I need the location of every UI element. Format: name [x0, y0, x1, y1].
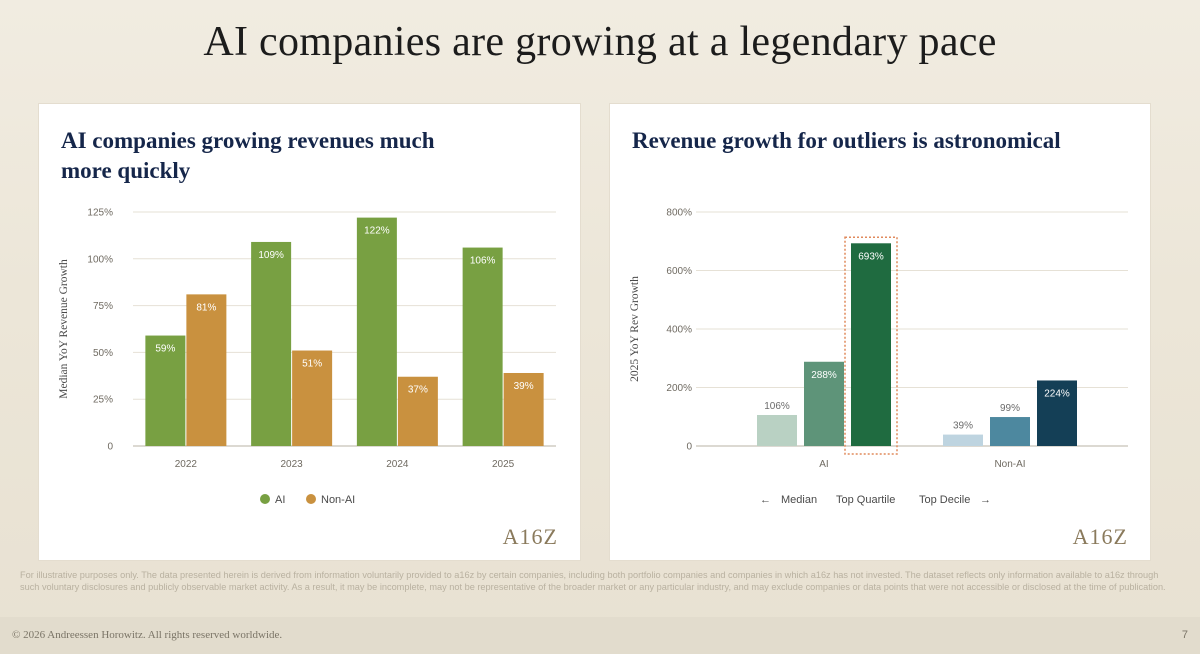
bar-non-ai	[397, 376, 438, 446]
y-tick-label: 0	[686, 442, 692, 453]
y-axis-title: 2025 YoY Rev Growth	[629, 276, 641, 382]
bar-top-decile	[851, 243, 891, 446]
disclaimer-footnote: For illustrative purposes only. The data…	[20, 570, 1166, 592]
bar-median	[757, 414, 797, 446]
legend-right-arrow: →	[980, 494, 991, 506]
legend-left-arrow: ←	[760, 494, 771, 506]
chart-title: AI companies growing revenues much more …	[61, 128, 435, 183]
x-tick-label: 2024	[386, 459, 409, 470]
data-label: 51%	[302, 359, 322, 370]
bar-ai	[462, 247, 503, 446]
y-tick-label: 600%	[666, 266, 692, 277]
y-tick-label: 200%	[666, 383, 692, 394]
legend-label: Top Quartile	[836, 494, 895, 506]
bar-median	[943, 434, 983, 446]
bar-non-ai	[292, 350, 333, 446]
data-label: 106%	[470, 256, 496, 267]
slide-title: AI companies are growing at a legendary …	[203, 19, 997, 65]
x-tick-label: 2023	[281, 459, 304, 470]
legend-marker	[306, 494, 316, 504]
legend-label: AI	[275, 494, 285, 506]
legend-label: Non-AI	[321, 494, 355, 506]
data-label: 288%	[811, 370, 837, 381]
x-tick-label: Non-AI	[994, 459, 1025, 470]
highlight-box	[844, 236, 898, 455]
x-tick-label: AI	[819, 459, 828, 470]
data-label: 99%	[1000, 403, 1020, 414]
copyright-text: © 2026 Andreessen Horowitz. All rights r…	[12, 629, 283, 641]
a16z-logo: A16Z	[502, 524, 558, 549]
data-label: 37%	[408, 385, 428, 396]
bar-non-ai	[186, 294, 227, 446]
y-tick-label: 0	[107, 442, 113, 453]
y-tick-label: 400%	[666, 325, 692, 336]
x-tick-label: 2022	[175, 459, 198, 470]
bar-chart-outlier-growth: 0 200% 400% 600% 800% 2025 YoY Rev Growth 106%…	[629, 208, 1128, 506]
data-label: 122%	[364, 226, 390, 237]
data-label: 224%	[1044, 388, 1070, 399]
y-tick-label: 25%	[93, 395, 113, 406]
chart-title: Revenue growth for outliers is astronomi…	[632, 128, 1061, 153]
footer-bar	[0, 617, 1200, 654]
y-tick-label: 800%	[666, 208, 692, 219]
y-tick-label: 100%	[87, 254, 113, 265]
bar-top-decile	[1037, 380, 1077, 446]
legend-label: Top Decile	[919, 494, 970, 506]
data-label: 693%	[858, 251, 884, 262]
bar-ai	[356, 217, 397, 446]
data-label: 81%	[196, 302, 216, 313]
data-label: 39%	[514, 381, 534, 392]
bar-top-quartile	[804, 361, 844, 446]
y-tick-label: 50%	[93, 348, 113, 359]
data-label: 39%	[953, 421, 973, 432]
bar-ai	[251, 241, 292, 446]
data-label: 106%	[764, 401, 790, 412]
legend-label: Median	[781, 494, 817, 506]
x-tick-label: 2025	[492, 459, 515, 470]
page-number: 7	[1181, 629, 1188, 641]
legend-marker	[260, 494, 270, 504]
data-label: 59%	[155, 344, 175, 355]
y-axis-title: Median YoY Revenue Growth	[58, 259, 70, 399]
y-tick-label: 125%	[87, 208, 113, 219]
data-label: 109%	[258, 250, 284, 261]
bar-ai	[145, 335, 186, 446]
bar-chart-yoy-growth: 0 25% 50% 75% 100% 125% Median YoY Revenue Gro…	[58, 208, 556, 506]
chart-panel-ai-vs-nonai: AI companies growing revenues much more …	[39, 104, 580, 560]
a16z-logo: A16Z	[1072, 524, 1128, 549]
y-tick-label: 75%	[93, 301, 113, 312]
chart-panel-outliers: Revenue growth for outliers is astronomi…	[610, 104, 1150, 560]
bar-non-ai	[503, 372, 544, 446]
bar-top-quartile	[990, 417, 1030, 446]
